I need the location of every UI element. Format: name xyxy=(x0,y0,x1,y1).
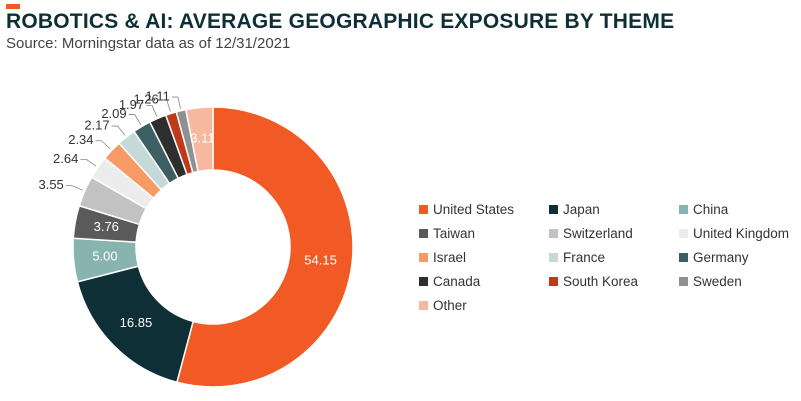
data-label-germany: 2.09 xyxy=(101,106,126,121)
leader-line-france xyxy=(111,125,126,136)
legend-item-israel: Israel xyxy=(419,249,549,266)
legend-swatch xyxy=(419,301,428,310)
legend-swatch xyxy=(679,229,688,238)
donut-slices xyxy=(72,106,354,388)
legend-label: China xyxy=(693,202,729,217)
chart-title: ROBOTICS & AI: AVERAGE GEOGRAPHIC EXPOSU… xyxy=(6,10,675,33)
leader-line-sweden xyxy=(171,96,181,109)
accent-bar xyxy=(6,4,20,9)
leader-line-canada xyxy=(146,105,158,117)
slice-other xyxy=(184,106,214,173)
legend-label: Other xyxy=(433,298,467,313)
legend-swatch xyxy=(679,253,688,262)
chart-subtitle: Source: Morningstar data as of 12/31/202… xyxy=(6,35,291,52)
legend-swatch xyxy=(419,277,428,286)
legend-label: Canada xyxy=(433,274,481,289)
leader-line-united-kingdom xyxy=(80,159,97,167)
legend-item-taiwan: Taiwan xyxy=(419,225,549,242)
donut-chart: 54.1516.855.003.763.552.642.342.172.091.… xyxy=(38,89,354,388)
legend-item-canada: Canada xyxy=(419,273,549,290)
data-label-france: 2.17 xyxy=(84,117,109,132)
legend-label: Sweden xyxy=(693,274,742,289)
legend-item-sweden: Sweden xyxy=(679,273,801,290)
leader-lines xyxy=(65,96,181,191)
leader-line-switzerland xyxy=(65,185,83,191)
leader-line-germany xyxy=(128,114,142,125)
legend-item-united-kingdom: United Kingdom xyxy=(679,225,801,242)
legend-swatch xyxy=(419,205,428,214)
data-label-united-states: 54.15 xyxy=(304,253,337,268)
legend-label: Israel xyxy=(433,250,467,265)
legend-label: Taiwan xyxy=(433,226,476,241)
legend-label: Japan xyxy=(563,202,600,217)
data-label-taiwan: 3.76 xyxy=(94,219,119,234)
chart-legend: United States Japan China Taiwan Switzerland… xyxy=(419,201,801,314)
legend-swatch xyxy=(549,205,558,214)
data-label-japan: 16.85 xyxy=(120,315,153,330)
leader-line-south-korea xyxy=(160,99,171,112)
data-label-israel: 2.34 xyxy=(68,132,93,147)
legend-swatch xyxy=(549,229,558,238)
legend-item-japan: Japan xyxy=(549,201,679,218)
data-label-switzerland: 3.55 xyxy=(38,177,63,192)
legend-item-united-states: United States xyxy=(419,201,549,218)
data-label-sweden: 1.11 xyxy=(146,89,170,104)
legend-label: United Kingdom xyxy=(693,226,790,241)
legend-item-china: China xyxy=(679,201,801,218)
leader-line-israel xyxy=(95,140,111,150)
data-label-south-korea: 1.26 xyxy=(133,92,158,107)
legend-label: South Korea xyxy=(563,274,639,289)
slice-united-states xyxy=(175,106,354,388)
data-label-united-kingdom: 2.64 xyxy=(53,151,78,166)
legend-label: France xyxy=(563,250,606,265)
legend-item-france: France xyxy=(549,249,679,266)
legend-item-switzerland: Switzerland xyxy=(549,225,679,242)
data-labels: 54.1516.855.003.763.552.642.342.172.091.… xyxy=(38,89,336,330)
legend-label: Germany xyxy=(693,250,749,265)
legend-item-south-korea: South Korea xyxy=(549,273,679,290)
legend-item-germany: Germany xyxy=(679,249,801,266)
legend-swatch xyxy=(679,205,688,214)
data-label-china: 5.00 xyxy=(92,249,117,264)
legend-swatch xyxy=(419,253,428,262)
data-label-canada: 1.97 xyxy=(119,97,144,112)
legend-swatch xyxy=(549,253,558,262)
legend-swatch xyxy=(549,277,558,286)
legend-item-other: Other xyxy=(419,297,549,314)
legend-swatch xyxy=(679,277,688,286)
legend-label: United States xyxy=(433,202,515,217)
data-label-other: 3.11 xyxy=(190,130,214,145)
legend-swatch xyxy=(419,229,428,238)
legend-label: Switzerland xyxy=(563,226,633,241)
